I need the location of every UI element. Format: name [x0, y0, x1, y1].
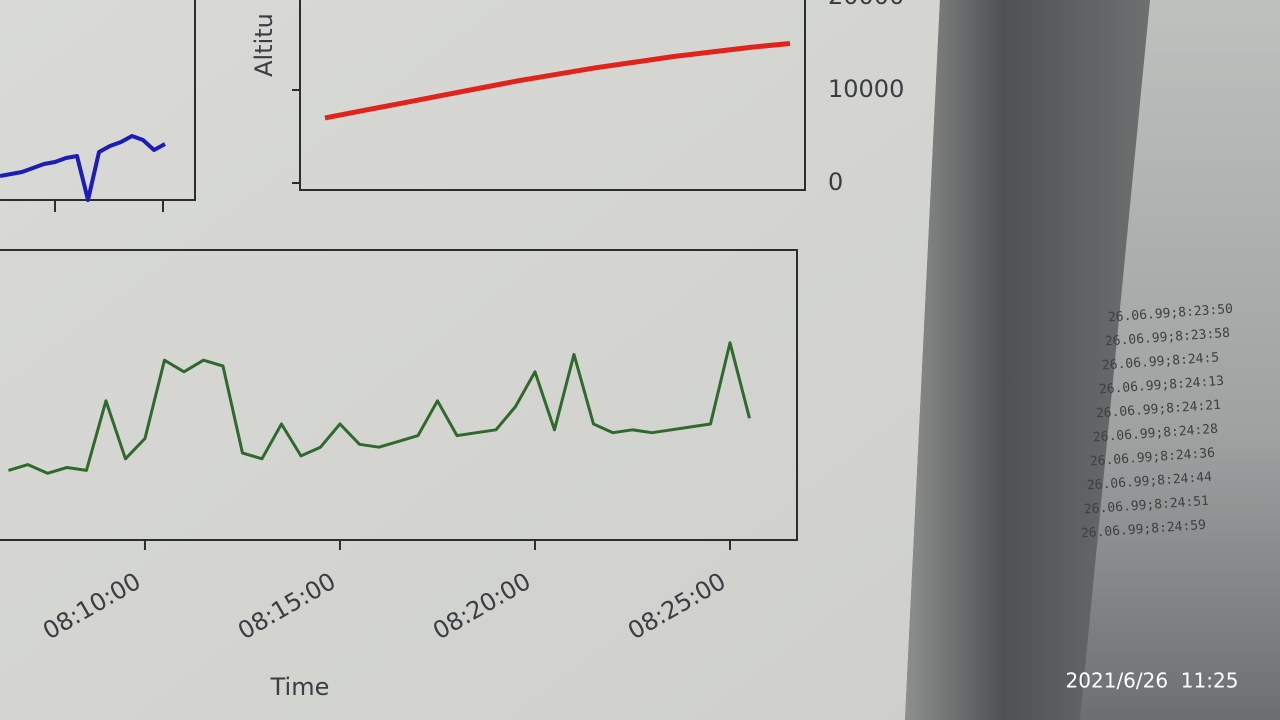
dark-band [905, 0, 1150, 720]
y-tick-label: 10000 [828, 75, 904, 103]
printout [1080, 0, 1280, 720]
frame [0, 249, 798, 541]
x-axis-label: Time [270, 673, 330, 701]
frame [0, 0, 196, 201]
y-tick-label: 20000 [828, 0, 904, 10]
y-tick-label: 0 [828, 168, 843, 196]
data-line [0, 134, 166, 202]
y-axis-label: Altitu [250, 13, 278, 77]
data-line [8, 341, 751, 475]
timestamp: 2021/6/26 11:25 [1066, 669, 1239, 693]
data-line [324, 41, 791, 121]
frame [299, 0, 806, 191]
